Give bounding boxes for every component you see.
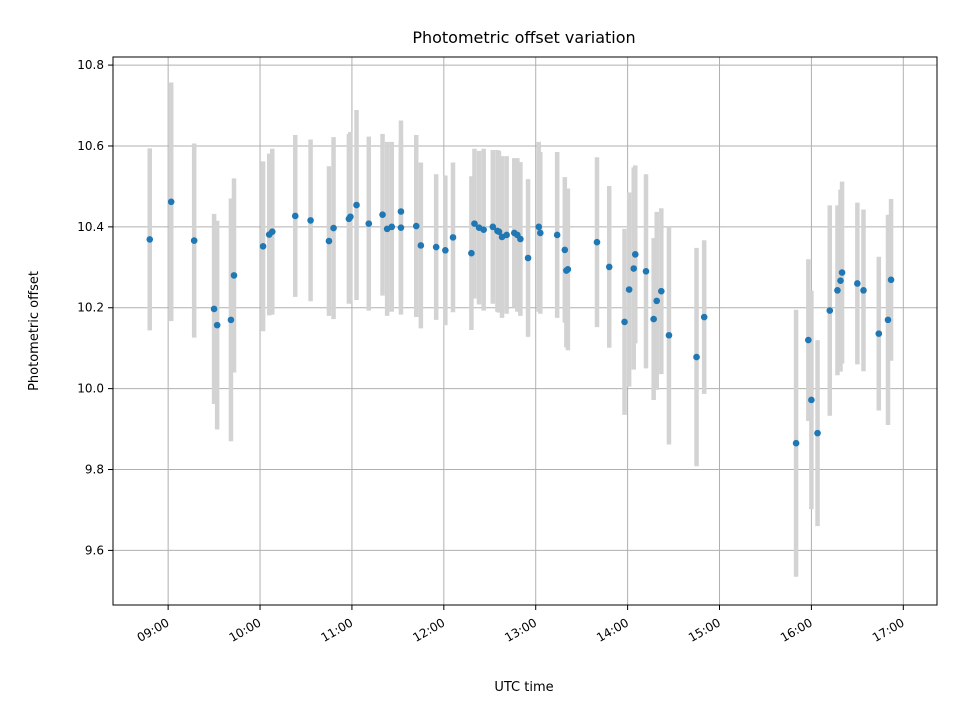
data-points — [146, 198, 895, 447]
data-point — [432, 243, 440, 251]
data-point — [553, 231, 561, 239]
data-point — [838, 269, 846, 276]
data-point — [397, 224, 405, 231]
data-point — [625, 286, 633, 293]
chart-title: Photometric offset variation — [412, 28, 635, 47]
data-point — [524, 254, 532, 262]
x-axis: 09:00 10:00 11:00 12:00 13:00 14:00 15:00 16:00… — [135, 605, 907, 645]
plot-frame — [112, 56, 938, 606]
data-point — [442, 247, 449, 254]
data-point — [449, 234, 457, 241]
data-point — [805, 336, 812, 344]
data-point — [210, 305, 218, 313]
data-point — [854, 280, 861, 287]
data-point — [564, 266, 572, 273]
data-point — [814, 429, 821, 437]
data-point — [227, 316, 235, 324]
x-tick-label: 12:00 — [410, 615, 447, 644]
data-point — [631, 251, 639, 258]
data-point — [561, 246, 569, 254]
x-tick-label: 17:00 — [870, 615, 907, 644]
data-point — [808, 396, 815, 404]
y-tick-label: 10.6 — [77, 139, 104, 153]
data-point — [347, 213, 354, 221]
data-point — [665, 331, 673, 339]
y-tick-label: 10.4 — [77, 220, 104, 234]
data-point — [397, 208, 405, 215]
x-tick-label: 16:00 — [778, 615, 815, 644]
y-axis: 9.6 9.8 10.0 10.2 10.4 10.6 10.8 — [77, 58, 113, 557]
data-point — [630, 265, 638, 272]
data-point — [593, 238, 601, 246]
x-tick-label: 10:00 — [227, 615, 264, 644]
x-tick-label: 15:00 — [686, 615, 723, 644]
data-point — [650, 315, 657, 323]
data-point — [503, 231, 510, 239]
data-point — [291, 212, 299, 220]
y-tick-label: 9.8 — [85, 463, 104, 477]
y-axis-label: Photometric offset — [27, 271, 42, 391]
data-point — [325, 237, 333, 245]
data-point — [365, 220, 373, 227]
x-axis-label: UTC time — [494, 680, 553, 695]
data-point — [834, 287, 841, 294]
data-point — [480, 226, 487, 233]
data-point — [417, 242, 425, 249]
data-point — [693, 353, 700, 361]
data-point — [167, 198, 175, 206]
data-point — [700, 313, 708, 321]
data-point — [884, 316, 892, 324]
data-point — [353, 201, 360, 209]
y-tick-label: 10.0 — [77, 382, 104, 396]
data-point — [517, 235, 524, 243]
data-point — [471, 220, 478, 227]
data-point — [792, 439, 800, 447]
error-bars — [147, 82, 894, 577]
data-point — [259, 242, 267, 250]
data-point — [535, 223, 543, 231]
data-point — [826, 307, 834, 314]
data-point — [230, 272, 238, 279]
x-tick-label: 13:00 — [502, 615, 539, 644]
data-point — [860, 287, 867, 294]
data-point — [837, 277, 844, 284]
data-point — [379, 211, 386, 219]
data-point — [887, 276, 895, 284]
y-tick-label: 9.6 — [85, 543, 104, 557]
data-point — [653, 297, 661, 305]
data-point — [495, 228, 503, 236]
data-point — [146, 236, 154, 243]
x-tick-label: 09:00 — [135, 615, 172, 644]
data-point — [489, 223, 497, 231]
data-point — [330, 224, 337, 232]
y-tick-label: 10.8 — [77, 58, 104, 72]
data-point — [412, 222, 420, 230]
data-point — [605, 263, 613, 271]
data-point — [307, 217, 314, 224]
data-point — [190, 237, 198, 244]
data-point — [537, 229, 544, 237]
data-point — [213, 321, 221, 329]
y-tick-label: 10.2 — [77, 301, 104, 315]
x-tick-label: 14:00 — [594, 615, 631, 644]
data-point — [658, 287, 665, 295]
data-point — [621, 318, 628, 326]
x-tick-label: 11:00 — [318, 615, 355, 644]
data-point — [388, 223, 396, 231]
data-point — [268, 228, 276, 236]
data-point — [875, 330, 883, 337]
data-point — [642, 268, 650, 275]
data-point — [468, 249, 475, 257]
